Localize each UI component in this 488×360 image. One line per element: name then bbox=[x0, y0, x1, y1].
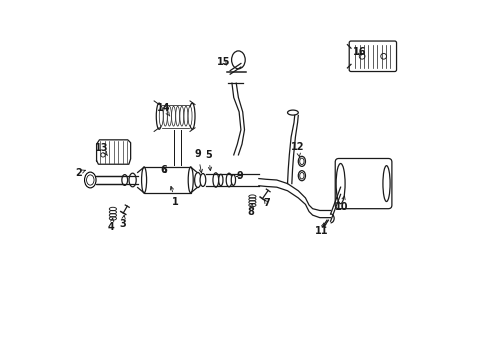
Text: 9: 9 bbox=[194, 149, 202, 173]
Ellipse shape bbox=[142, 167, 146, 193]
Text: 15: 15 bbox=[217, 57, 230, 67]
Ellipse shape bbox=[189, 103, 195, 129]
Ellipse shape bbox=[382, 166, 389, 202]
Ellipse shape bbox=[180, 106, 183, 126]
Ellipse shape bbox=[212, 173, 218, 187]
Text: 8: 8 bbox=[247, 204, 254, 217]
Ellipse shape bbox=[231, 175, 235, 185]
Text: 6: 6 bbox=[161, 165, 167, 175]
Text: 5: 5 bbox=[205, 150, 212, 171]
Ellipse shape bbox=[200, 174, 205, 186]
Text: 4: 4 bbox=[107, 218, 114, 232]
Ellipse shape bbox=[194, 172, 201, 188]
Ellipse shape bbox=[218, 174, 223, 186]
Ellipse shape bbox=[188, 167, 193, 193]
Ellipse shape bbox=[188, 106, 192, 126]
Text: 13: 13 bbox=[95, 143, 108, 156]
Text: 1: 1 bbox=[170, 186, 179, 207]
Ellipse shape bbox=[129, 173, 136, 187]
Ellipse shape bbox=[335, 163, 345, 204]
Text: 11: 11 bbox=[315, 223, 328, 236]
Ellipse shape bbox=[231, 51, 244, 69]
Ellipse shape bbox=[298, 156, 305, 166]
Ellipse shape bbox=[171, 106, 175, 126]
Text: 12: 12 bbox=[290, 142, 304, 158]
Ellipse shape bbox=[226, 173, 231, 187]
FancyBboxPatch shape bbox=[335, 158, 391, 209]
Ellipse shape bbox=[122, 175, 127, 185]
Text: 9: 9 bbox=[236, 171, 243, 181]
Text: 2: 2 bbox=[75, 168, 85, 178]
Ellipse shape bbox=[163, 106, 167, 126]
Ellipse shape bbox=[183, 106, 187, 126]
Ellipse shape bbox=[175, 106, 179, 126]
Text: 3: 3 bbox=[119, 215, 126, 229]
Ellipse shape bbox=[167, 106, 171, 126]
Ellipse shape bbox=[287, 110, 298, 115]
Text: 7: 7 bbox=[263, 198, 269, 208]
Ellipse shape bbox=[298, 171, 305, 181]
Text: 14: 14 bbox=[157, 103, 171, 116]
Text: 16: 16 bbox=[352, 46, 365, 57]
FancyBboxPatch shape bbox=[348, 41, 396, 72]
Ellipse shape bbox=[159, 106, 163, 126]
Text: 10: 10 bbox=[334, 196, 347, 212]
Bar bbox=[144, 167, 190, 193]
Ellipse shape bbox=[156, 103, 162, 129]
